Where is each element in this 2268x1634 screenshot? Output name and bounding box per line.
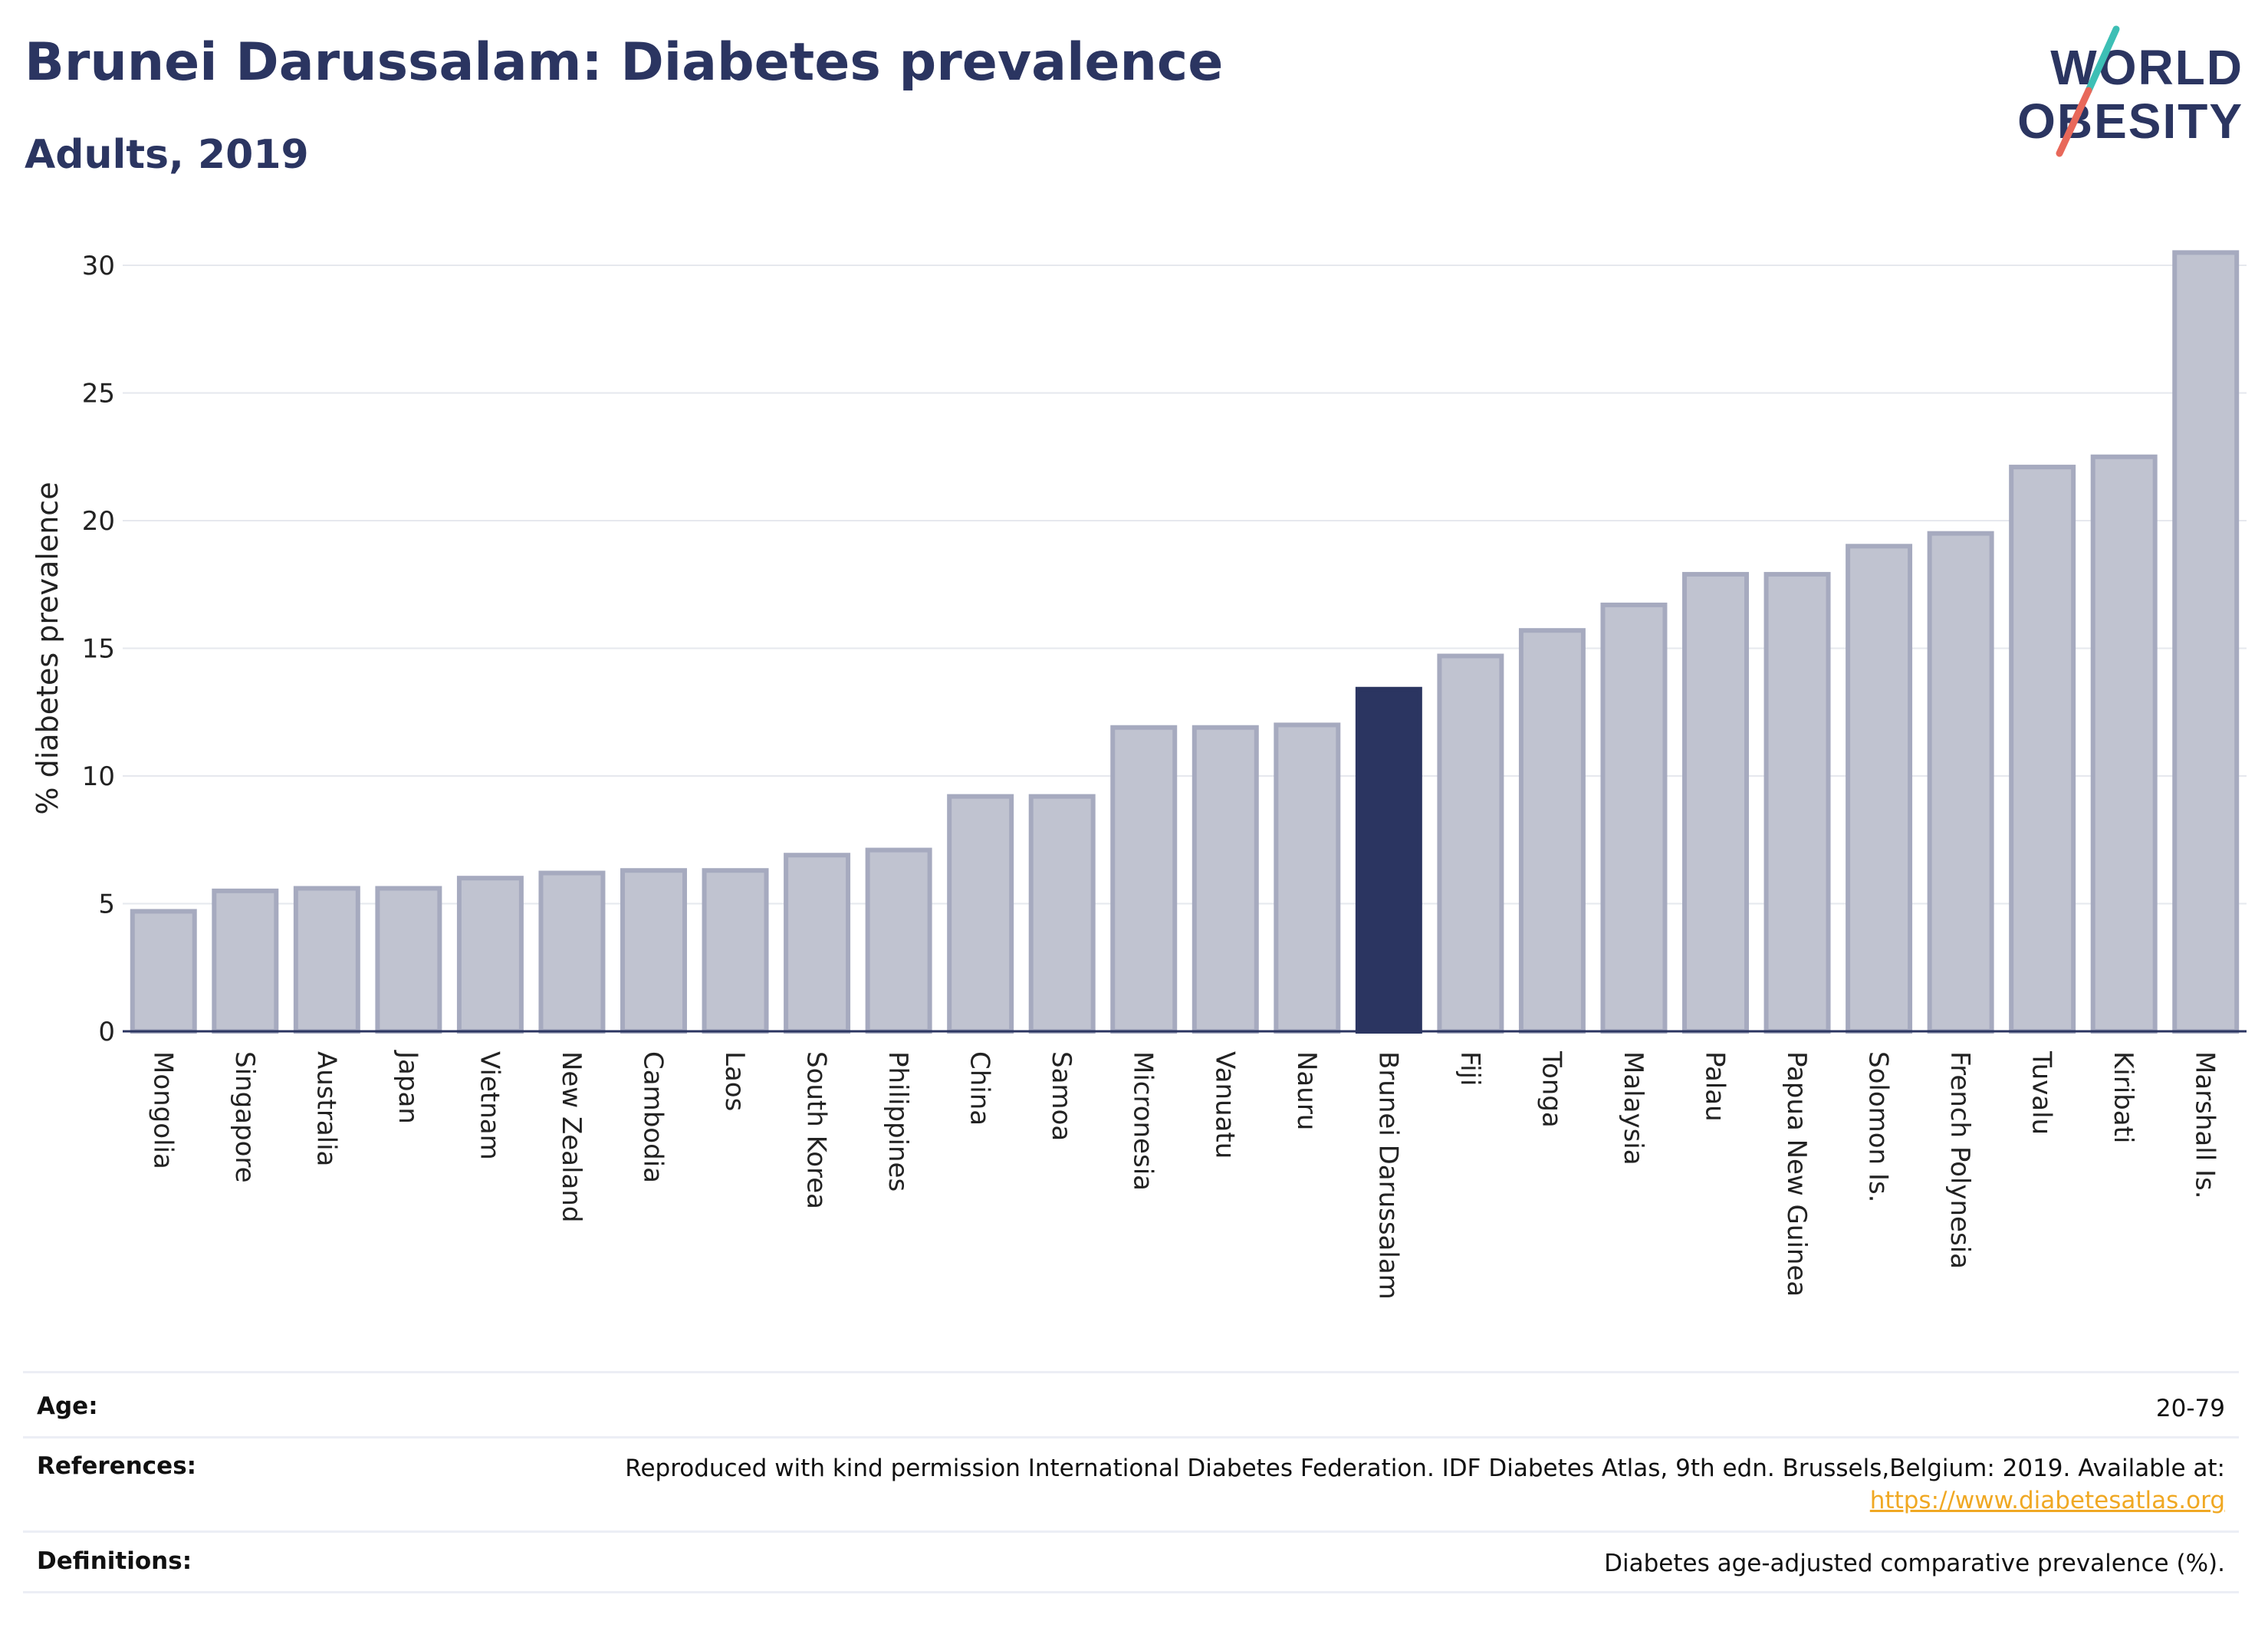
y-axis-label: % diabetes prevalence xyxy=(31,482,64,814)
logo-word-2: OBESITY xyxy=(2017,94,2243,149)
bar-solomon-is xyxy=(1846,544,1913,1034)
x-tick-label: Kiribati xyxy=(2108,1051,2138,1143)
bar-samoa xyxy=(1028,794,1096,1034)
x-tick-label: Vanuatu xyxy=(1209,1051,1240,1159)
x-tick-label: New Zealand xyxy=(556,1051,587,1222)
x-tick-label: Samoa xyxy=(1046,1051,1076,1141)
x-tick-label: Tonga xyxy=(1536,1050,1566,1128)
bar-laos xyxy=(702,868,769,1034)
info-divider xyxy=(23,1371,2239,1373)
x-tick-label: Micronesia xyxy=(1128,1051,1159,1191)
logo-word-1: WORLD xyxy=(2050,40,2243,95)
bar-vietnam xyxy=(456,876,524,1034)
x-tick-label: Cambodia xyxy=(638,1051,669,1183)
references-link[interactable]: https://www.diabetesatlas.org xyxy=(1869,1487,2225,1514)
bar-japan xyxy=(375,886,442,1034)
y-tick-label: 25 xyxy=(82,379,115,409)
bar-vanuatu xyxy=(1192,725,1259,1034)
x-tick-label: Nauru xyxy=(1291,1051,1322,1130)
bar-tonga xyxy=(1518,628,1586,1034)
x-tick-label: Fiji xyxy=(1454,1051,1485,1086)
world-obesity-logo[interactable]: WORLD OBESITY xyxy=(1994,23,2254,161)
x-tick-label: Vietnam xyxy=(474,1051,505,1160)
x-tick-label: Solomon Is. xyxy=(1863,1051,1894,1202)
y-tick-label: 10 xyxy=(82,761,115,792)
logo-slash-icon xyxy=(2056,25,2120,157)
bar-malaysia xyxy=(1600,602,1668,1034)
bar-tuvalu xyxy=(2009,465,2076,1034)
bar-philippines xyxy=(865,847,932,1034)
bar-papua-new-guinea xyxy=(1763,571,1831,1034)
x-tick-label: Japan xyxy=(393,1050,423,1124)
x-tick-label: Tuvalu xyxy=(2026,1050,2057,1135)
bar-new-zealand xyxy=(538,870,606,1034)
y-tick-label: 5 xyxy=(98,889,115,920)
chart-subtitle: Adults, 2019 xyxy=(25,132,309,178)
age-label: Age: xyxy=(37,1392,98,1420)
info-divider xyxy=(23,1530,2239,1533)
bar-australia xyxy=(293,886,360,1034)
references-text: Reproduced with kind permission Internat… xyxy=(625,1455,2225,1482)
definitions-label: Definitions: xyxy=(37,1547,192,1575)
chart-title: Brunei Darussalam: Diabetes prevalence xyxy=(25,32,1224,93)
bar-brunei-darussalam xyxy=(1355,686,1422,1034)
tick-labels: 0 5 10 15 20 25 30 % diabetes prevalence Mongoli… xyxy=(31,251,2220,1300)
bar-cambodia xyxy=(620,868,687,1034)
bar-kiribati xyxy=(2090,454,2158,1034)
x-tick-label: Malaysia xyxy=(1618,1051,1648,1165)
bar-french-polynesia xyxy=(1927,531,1994,1034)
bar-china xyxy=(947,794,1014,1034)
info-divider xyxy=(23,1591,2239,1593)
bar-marshall-is xyxy=(2172,250,2240,1034)
bar-south-korea xyxy=(784,853,851,1034)
x-tick-label: Brunei Darussalam xyxy=(1372,1051,1403,1300)
bar-mongolia xyxy=(130,909,197,1034)
y-tick-label: 0 xyxy=(98,1017,115,1047)
bar-palau xyxy=(1682,571,1749,1034)
y-tick-label: 15 xyxy=(82,634,115,665)
x-tick-label: French Polynesia xyxy=(1944,1051,1975,1269)
x-tick-label: Laos xyxy=(719,1051,750,1111)
x-tick-label: South Korea xyxy=(801,1051,832,1209)
x-tick-label: Marshall Is. xyxy=(2190,1051,2220,1199)
x-tick-label: Philippines xyxy=(883,1051,913,1192)
bars xyxy=(130,250,2240,1034)
bar-nauru xyxy=(1274,722,1341,1034)
y-tick-label: 20 xyxy=(82,506,115,537)
x-tick-label: Singapore xyxy=(229,1051,260,1183)
x-tick-label: Australia xyxy=(311,1051,341,1166)
bar-chart: 0 5 10 15 20 25 30 % diabetes prevalence Mongoli… xyxy=(31,250,2247,1300)
references-label: References: xyxy=(37,1452,197,1480)
bar-micronesia xyxy=(1110,725,1178,1034)
bar-fiji xyxy=(1437,653,1504,1034)
x-tick-label: Palau xyxy=(1700,1051,1731,1122)
x-tick-label: China xyxy=(965,1051,995,1126)
references-value: Reproduced with kind permission Internat… xyxy=(538,1452,2225,1517)
age-value: 20-79 xyxy=(2155,1395,2225,1422)
bar-singapore xyxy=(212,888,279,1034)
info-divider xyxy=(23,1436,2239,1438)
x-tick-label: Mongolia xyxy=(147,1051,178,1169)
y-tick-label: 30 xyxy=(82,251,115,281)
definitions-value: Diabetes age-adjusted comparative preval… xyxy=(1604,1550,2225,1577)
x-tick-label: Papua New Guinea xyxy=(1781,1051,1812,1297)
